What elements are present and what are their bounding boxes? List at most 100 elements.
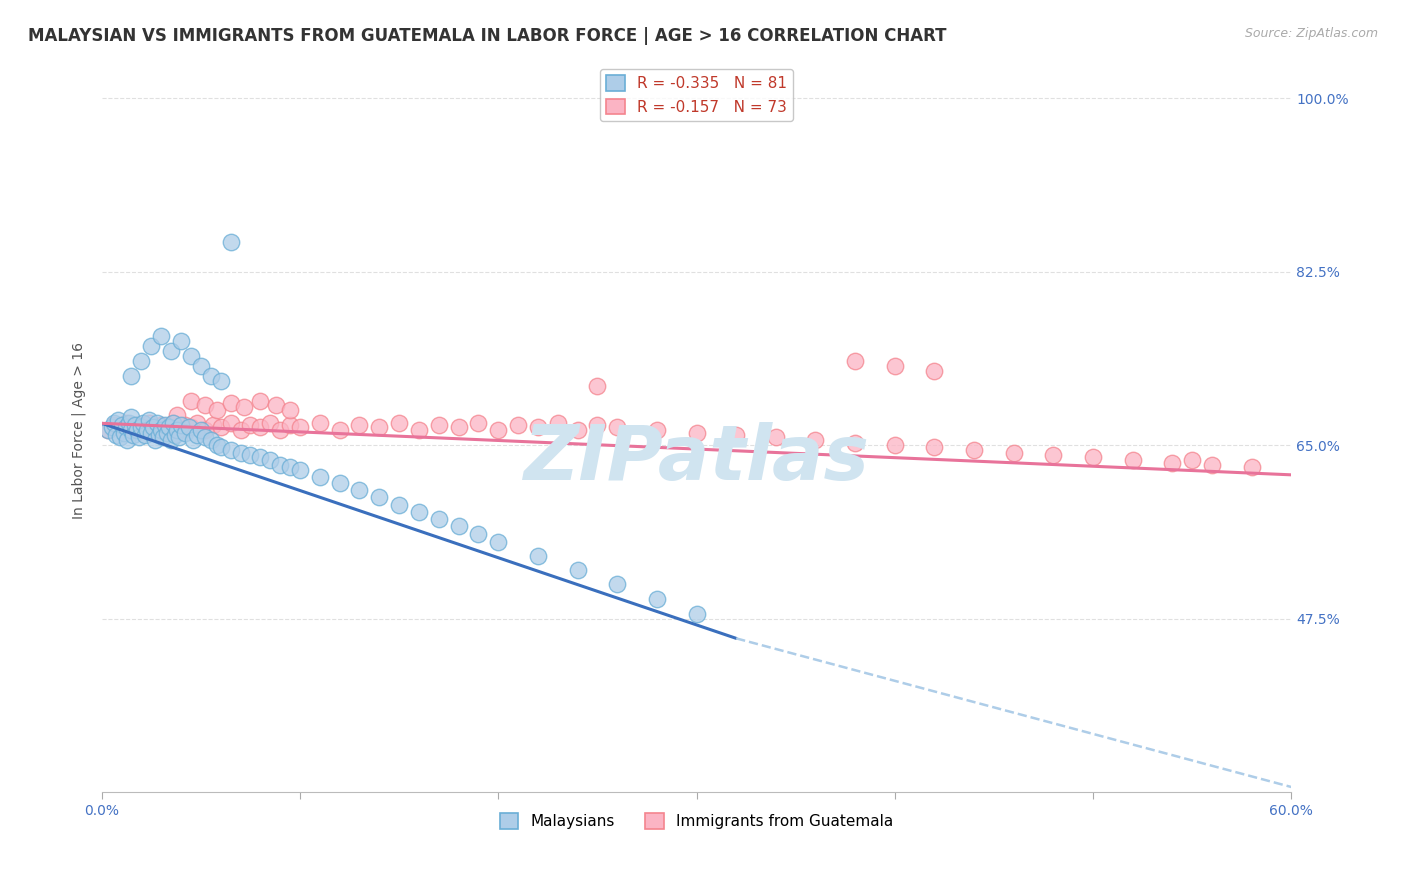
Legend: Malaysians, Immigrants from Guatemala: Malaysians, Immigrants from Guatemala [494,806,900,835]
Point [567,563,589,577]
Point [108,420,131,434]
Point [586,418,609,433]
Point [200,433,222,447]
Point [249,420,271,434]
Point [150,329,173,343]
Point [143,433,166,447]
Point [160,343,183,358]
Point [288,463,311,477]
Point [233,401,256,415]
Point [167,423,190,437]
Point [143,423,166,437]
Point [388,417,411,431]
Point [136,423,159,437]
Point [117,433,139,447]
Point [844,436,866,450]
Point [844,354,866,368]
Point [883,438,905,452]
Text: MALAYSIAN VS IMMIGRANTS FROM GUATEMALA IN LABOR FORCE | AGE > 16 CORRELATION CHA: MALAYSIAN VS IMMIGRANTS FROM GUATEMALA I… [28,27,946,45]
Point [606,420,628,434]
Point [166,409,188,423]
Point [118,417,141,431]
Point [685,426,707,441]
Point [1161,456,1184,470]
Point [170,334,193,348]
Point [127,418,149,433]
Point [447,519,470,533]
Point [134,428,156,442]
Point [141,339,163,353]
Point [194,399,217,413]
Point [114,417,136,431]
Point [1002,446,1025,460]
Point [349,418,371,433]
Point [308,470,330,484]
Point [1201,458,1223,472]
Point [162,417,184,431]
Point [100,420,122,434]
Point [447,420,470,434]
Point [190,423,212,437]
Point [388,498,411,512]
Point [160,433,183,447]
Point [186,428,208,442]
Point [467,417,489,431]
Point [368,420,391,434]
Point [180,420,202,434]
Point [127,423,149,437]
Point [128,430,150,444]
Point [200,368,222,383]
Point [170,418,193,433]
Point [804,433,827,447]
Point [167,430,190,444]
Point [645,591,668,606]
Point [112,426,135,441]
Point [329,475,352,490]
Point [467,527,489,541]
Point [194,423,217,437]
Point [249,393,271,408]
Point [219,443,242,458]
Point [186,417,208,431]
Point [104,428,127,442]
Point [156,420,179,434]
Point [725,428,748,442]
Point [219,396,242,410]
Point [486,423,509,437]
Point [527,420,550,434]
Point [269,458,291,472]
Point [259,453,281,467]
Point [138,417,160,431]
Point [141,426,163,441]
Point [120,410,142,425]
Point [162,417,184,431]
Point [547,417,569,431]
Point [219,417,242,431]
Point [97,423,120,437]
Point [963,443,986,458]
Point [883,359,905,373]
Point [194,430,217,444]
Point [427,418,450,433]
Point [138,413,160,427]
Point [219,235,242,249]
Point [174,418,197,433]
Point [229,446,252,460]
Point [153,418,176,433]
Point [142,420,165,434]
Point [269,423,291,437]
Point [103,417,125,431]
Point [122,428,145,442]
Point [368,490,391,504]
Point [259,417,281,431]
Point [174,426,197,441]
Point [120,423,142,437]
Point [166,423,188,437]
Point [180,393,202,408]
Point [152,430,174,444]
Point [586,378,609,392]
Point [685,607,707,621]
Point [924,440,946,454]
Point [1181,453,1204,467]
Point [278,403,301,417]
